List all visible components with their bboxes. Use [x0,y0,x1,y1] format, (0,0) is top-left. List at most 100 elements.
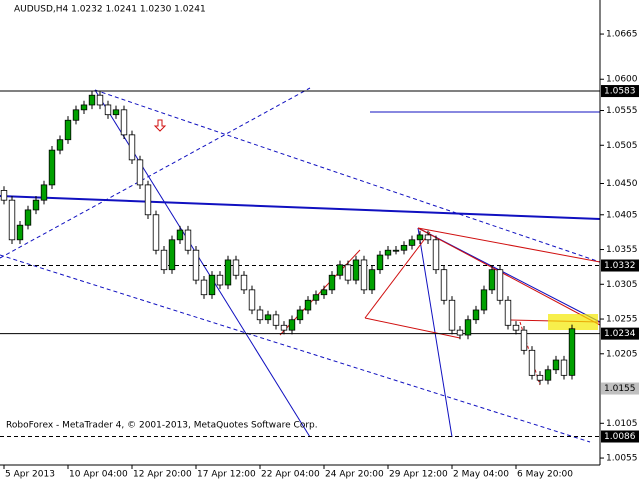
candle-body [240,274,248,291]
candle-body [552,359,560,371]
candle-body [320,289,328,296]
y-tick-label: 1.0055 [606,454,638,464]
trend-line [417,227,601,263]
candle-body [48,149,56,186]
candle-body [336,264,344,276]
candle-body [184,229,192,251]
candle-body [488,269,496,291]
candle-body [464,319,472,336]
candle-body [112,109,120,116]
candle-body [128,134,136,161]
candle-body [144,184,152,216]
x-tick-label: 12 Apr 20:00 [133,470,192,480]
candle-body [232,259,240,276]
candle-body [504,299,512,326]
candle-body [272,314,280,326]
candle-body [408,239,416,246]
y-tick-label: 1.0555 [606,106,638,116]
candle-body [200,279,208,296]
candle-body [360,259,368,291]
candle-body [304,299,312,311]
y-tick-label: 1.0105 [606,419,638,429]
candle-body [80,104,88,111]
candle-body [328,274,336,291]
x-tick-label: 29 Apr 12:00 [389,470,448,480]
y-tick-label: 1.0665 [606,30,638,40]
candle-body [352,259,360,281]
trend-line [0,254,591,443]
plot-area [0,90,600,438]
candle-body [312,294,320,301]
x-tick-label: 5 Apr 2013 [5,470,55,480]
candle-body [160,249,168,271]
y-tick-label: 1.0600 [606,75,638,85]
candle-body [480,289,488,311]
trend-line [364,231,431,319]
x-tick-label: 2 May 04:00 [453,470,509,480]
candle-body [416,234,424,241]
candle-body [256,309,264,321]
candle-body [56,139,64,151]
price-label-box [601,85,639,98]
target-zone [548,314,598,330]
candle-body [224,259,232,286]
candle-body [392,249,400,252]
price-label-box [601,382,639,395]
price-label: 1.0583 [604,87,636,97]
candle-body [64,119,72,141]
y-tick-label: 1.0205 [606,349,638,359]
candle-body [216,274,224,286]
candle-body [344,264,352,281]
y-tick-label: 1.0305 [606,280,638,290]
candle-body [496,269,504,301]
candle-body [168,239,176,271]
candle-body [104,104,112,116]
candle-body [72,109,80,121]
y-tick-label: 1.0255 [606,315,638,325]
x-tick-label: 10 Apr 04:00 [69,470,128,480]
price-label-box [601,430,639,443]
candle-body [264,314,272,321]
sell-arrow [153,119,167,132]
candle-body [8,199,16,241]
candle-body [296,309,304,321]
candle-body [0,190,8,201]
trend-line [0,195,601,220]
candle-body [520,329,528,351]
candle-body [280,324,288,331]
price-label-box [601,259,639,272]
candle-body [472,309,480,321]
chart-title: AUDUSD,H4 1.0232 1.0241 1.0230 1.0241 [14,5,206,15]
candle-body [16,224,24,241]
candle-body [176,229,184,241]
candle-body [528,349,536,376]
price-label: 1.0086 [604,432,636,442]
candle-body [424,234,432,241]
candle-body [88,94,96,106]
price-label: 1.0155 [604,384,636,394]
price-label: 1.0332 [604,261,636,271]
candle-body [512,324,520,331]
trend-line [364,317,461,339]
trend-line [0,87,311,259]
candle-body [248,289,256,311]
candle-body [560,359,568,376]
y-tick-label: 1.0355 [606,245,638,255]
y-tick-label: 1.0450 [606,179,638,189]
candle-body [400,244,408,251]
x-tick-label: 24 Apr 20:00 [325,470,384,480]
candle-body [368,269,376,291]
candle-body [192,249,200,281]
candle-body [136,159,144,186]
candle-body [376,254,384,271]
candle-body [24,209,32,226]
x-tick-label: 6 May 20:00 [517,470,573,480]
candle-body [288,319,296,331]
candle-body [440,269,448,301]
candle-body [40,184,48,201]
candle-body [536,374,544,381]
candle-body [448,299,456,331]
x-tick-label: 17 Apr 12:00 [197,470,256,480]
